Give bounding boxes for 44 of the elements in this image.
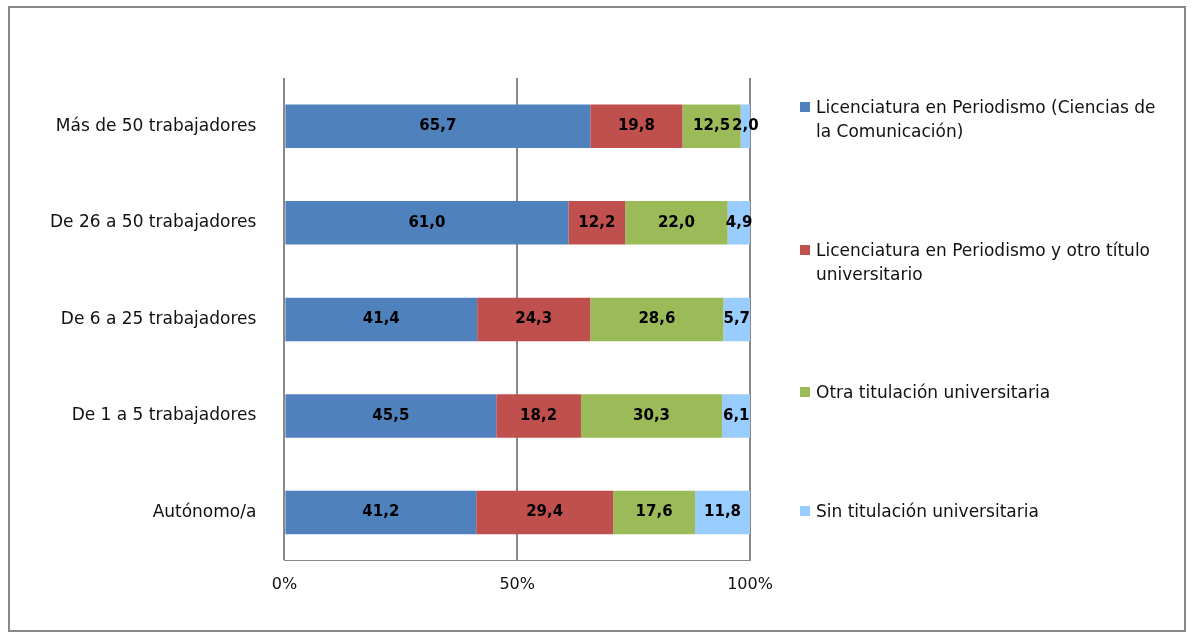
bar [590,297,724,342]
data-label: 5,7 [723,309,751,328]
bar [285,104,591,149]
data-label: 65,7 [419,116,457,135]
data-label: 22,0 [657,212,695,231]
data-label: 18,2 [520,405,558,424]
data-label: 12,5 [693,116,731,135]
bar [285,394,497,438]
bar [496,394,581,438]
data-label: 19,8 [617,116,655,135]
data-label: 29,4 [526,502,564,521]
bar [613,490,696,535]
bar [477,297,591,342]
legend-label: Sin titulación universitaria [816,499,1039,523]
data-label: 61,0 [408,212,446,231]
x-tick-label: 50% [499,573,535,593]
bar [476,490,614,535]
data-label: 11,8 [704,502,742,521]
y-tick-label: Autónomo/a [152,500,257,521]
bar [580,394,723,438]
data-label: 28,6 [638,309,676,328]
data-label: 30,3 [633,405,671,424]
x-tick-label: 100% [727,573,773,593]
bar [625,201,728,245]
y-tick-label: De 26 a 50 trabajadores [50,211,257,232]
bar [568,201,626,245]
y-tick-label: De 6 a 25 trabajadores [60,307,257,328]
y-tick-label: Más de 50 trabajadores [55,114,257,135]
bar [590,104,683,149]
data-label: 12,2 [578,212,616,231]
bar [285,297,478,342]
data-label: 45,5 [372,405,410,424]
data-label: 17,6 [635,502,673,521]
bar [285,490,477,535]
legend-label: Licenciatura en Periodismo (Ciencias de la Comunicación) [816,95,1157,144]
x-tick-label: 0% [271,573,298,593]
data-label: 41,4 [362,309,400,328]
y-tick-label: De 1 a 5 trabajadores [71,404,257,425]
legend-label: Licenciatura en Periodismo y otro título universitario [816,238,1151,287]
data-label: 41,2 [362,502,400,521]
data-label: 6,1 [722,405,750,424]
data-label: 24,3 [515,309,553,328]
legend-label: Otra titulación universitaria [816,381,1051,405]
bar [285,201,569,245]
